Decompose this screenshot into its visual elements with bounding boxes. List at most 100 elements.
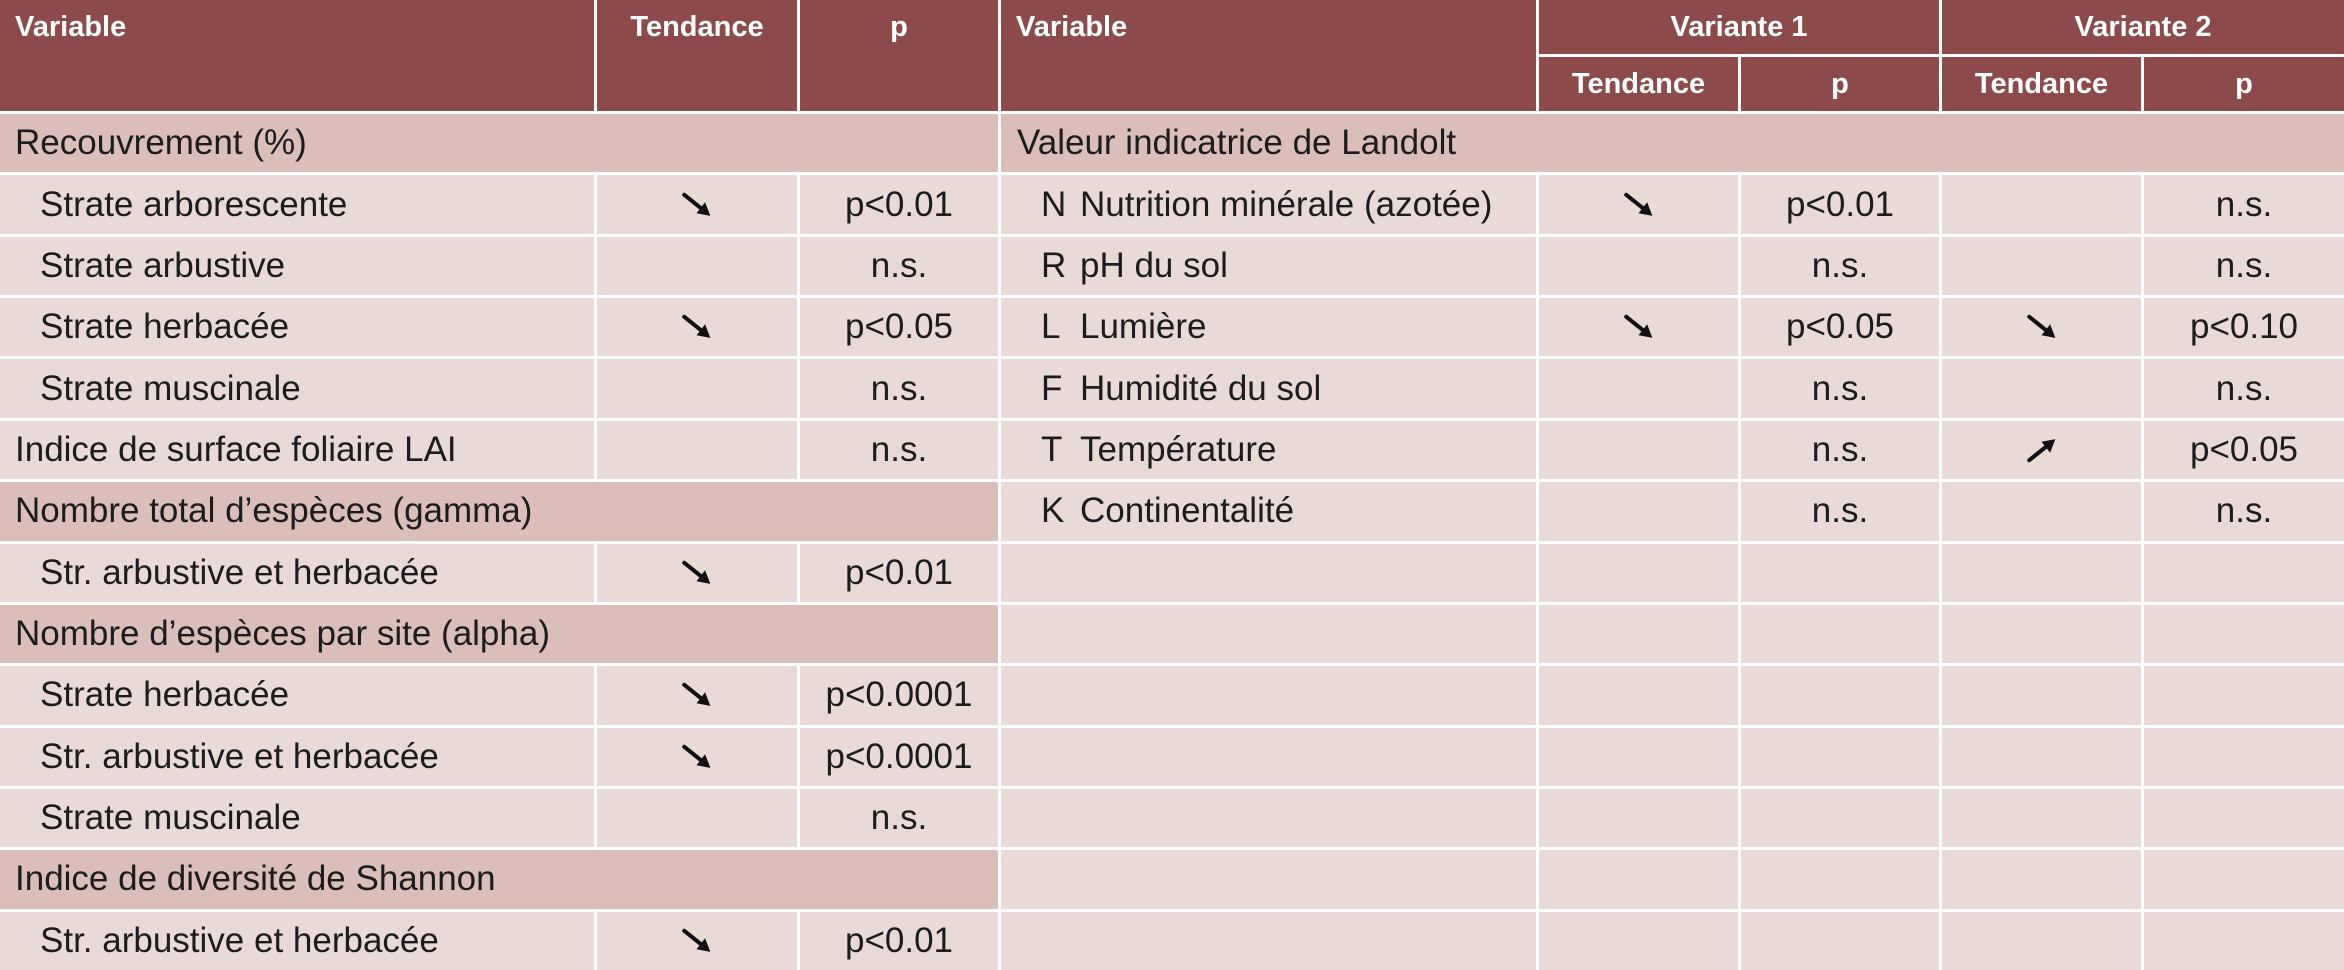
landolt-variable-label: Température	[1080, 429, 1277, 469]
p-value-cell: p<0.05	[800, 298, 998, 357]
landolt-variable-cell: F Humidité du sol	[1001, 359, 1536, 418]
v1-tendance-cell	[1539, 298, 1738, 357]
empty-cell	[1539, 911, 1738, 970]
empty-cell	[1539, 727, 1738, 786]
section-row: Indice de diversité de Shannon	[0, 850, 998, 909]
variable-cell: Strate muscinale	[0, 788, 594, 848]
header-v2-p: p	[2144, 57, 2344, 111]
arrow-down-right-icon	[2026, 315, 2055, 339]
v2-p-value-cell: p<0.10	[2144, 298, 2344, 357]
empty-cell	[2144, 850, 2344, 909]
landolt-variable-label: Continentalité	[1080, 491, 1295, 531]
v1-tendance-cell	[1539, 236, 1738, 296]
landolt-variable-label: Humidité du sol	[1080, 368, 1322, 408]
v2-p-value-cell: n.s.	[2144, 175, 2344, 234]
arrow-down-right-icon	[682, 315, 711, 339]
landolt-variable-cell: N Nutrition minérale (azotée)	[1001, 175, 1536, 234]
empty-cell	[1741, 911, 1939, 970]
landolt-variable-label: pH du sol	[1080, 245, 1228, 285]
header-variante-1: Variante 1	[1539, 0, 1939, 54]
variable-cell: Strate muscinale	[0, 359, 594, 418]
header-p: p	[800, 0, 998, 111]
v1-p-value-cell: p<0.05	[1741, 298, 1939, 357]
empty-cell	[1942, 911, 2141, 970]
header-v1-tendance: Tendance	[1539, 57, 1738, 111]
header-v2-tendance: Tendance	[1942, 57, 2141, 111]
v2-tendance-cell	[1942, 482, 2141, 541]
empty-cell	[2144, 543, 2344, 602]
empty-cell	[1539, 788, 1738, 848]
empty-cell	[2144, 911, 2344, 970]
header-v1-p: p	[1741, 57, 1939, 111]
landolt-code: T	[1041, 429, 1063, 469]
empty-cell	[1942, 850, 2141, 909]
v2-tendance-cell	[1942, 236, 2141, 296]
v2-p-value-cell: n.s.	[2144, 236, 2344, 296]
variable-cell: Str. arbustive et herbacée	[0, 543, 594, 602]
section-row: Nombre d’espèces par site (alpha)	[0, 604, 998, 664]
empty-cell	[1001, 911, 1536, 970]
landolt-code: L	[1041, 307, 1061, 347]
p-value-cell: p<0.01	[800, 911, 998, 970]
arrow-down-right-icon	[682, 192, 711, 216]
variable-cell: Str. arbustive et herbacée	[0, 911, 594, 970]
tendance-cell	[597, 788, 797, 848]
p-value-cell: n.s.	[800, 359, 998, 418]
v1-tendance-cell	[1539, 482, 1738, 541]
empty-cell	[1942, 727, 2141, 786]
landolt-variable-cell: K Continentalité	[1001, 482, 1536, 541]
v1-tendance-cell	[1539, 359, 1738, 418]
landolt-code: N	[1041, 184, 1067, 224]
empty-cell	[1741, 788, 1939, 848]
v2-tendance-cell	[1942, 420, 2141, 480]
tendance-cell	[597, 543, 797, 602]
v1-p-value-cell: n.s.	[1741, 359, 1939, 418]
tendance-cell	[597, 298, 797, 357]
tendance-cell	[597, 236, 797, 296]
empty-cell	[1539, 850, 1738, 909]
header-variante-2: Variante 2	[1942, 0, 2344, 54]
variable-cell: Strate arborescente	[0, 175, 594, 234]
p-value-cell: p<0.01	[800, 543, 998, 602]
empty-cell	[1001, 727, 1536, 786]
empty-cell	[2144, 788, 2344, 848]
p-value-cell: n.s.	[800, 420, 998, 480]
empty-cell	[1001, 666, 1536, 725]
empty-cell	[1942, 604, 2141, 664]
empty-cell	[1539, 543, 1738, 602]
arrow-down-right-icon	[682, 560, 711, 584]
header-tendance: Tendance	[597, 0, 797, 111]
empty-cell	[1942, 666, 2141, 725]
arrow-down-right-icon	[1623, 315, 1652, 339]
empty-cell	[2144, 666, 2344, 725]
v1-p-value-cell: n.s.	[1741, 236, 1939, 296]
header-variable: Variable	[0, 0, 594, 111]
tendance-cell	[597, 175, 797, 234]
empty-cell	[1001, 604, 1536, 664]
p-value-cell: n.s.	[800, 788, 998, 848]
variable-cell: Strate herbacée	[0, 666, 594, 725]
header-landolt-variable: Variable	[1001, 0, 1536, 111]
tendance-cell	[597, 911, 797, 970]
tendance-cell	[597, 359, 797, 418]
v2-p-value-cell: p<0.05	[2144, 420, 2344, 480]
empty-cell	[1001, 788, 1536, 848]
variable-cell: Strate arbustive	[0, 236, 594, 296]
arrow-down-right-icon	[682, 928, 711, 952]
p-value-cell: p<0.0001	[800, 727, 998, 786]
empty-cell	[1539, 666, 1738, 725]
landolt-variable-cell: L Lumière	[1001, 298, 1536, 357]
landolt-variable-label: Lumière	[1080, 307, 1207, 347]
empty-cell	[1001, 850, 1536, 909]
empty-cell	[1741, 850, 1939, 909]
empty-cell	[1741, 604, 1939, 664]
v2-p-value-cell: n.s.	[2144, 359, 2344, 418]
section-row: Valeur indicatrice de Landolt	[1001, 114, 2344, 173]
v1-p-value-cell: p<0.01	[1741, 175, 1939, 234]
landolt-code: R	[1041, 245, 1067, 285]
empty-cell	[1001, 543, 1536, 602]
empty-cell	[1741, 727, 1939, 786]
section-row: Recouvrement (%)	[0, 114, 998, 173]
